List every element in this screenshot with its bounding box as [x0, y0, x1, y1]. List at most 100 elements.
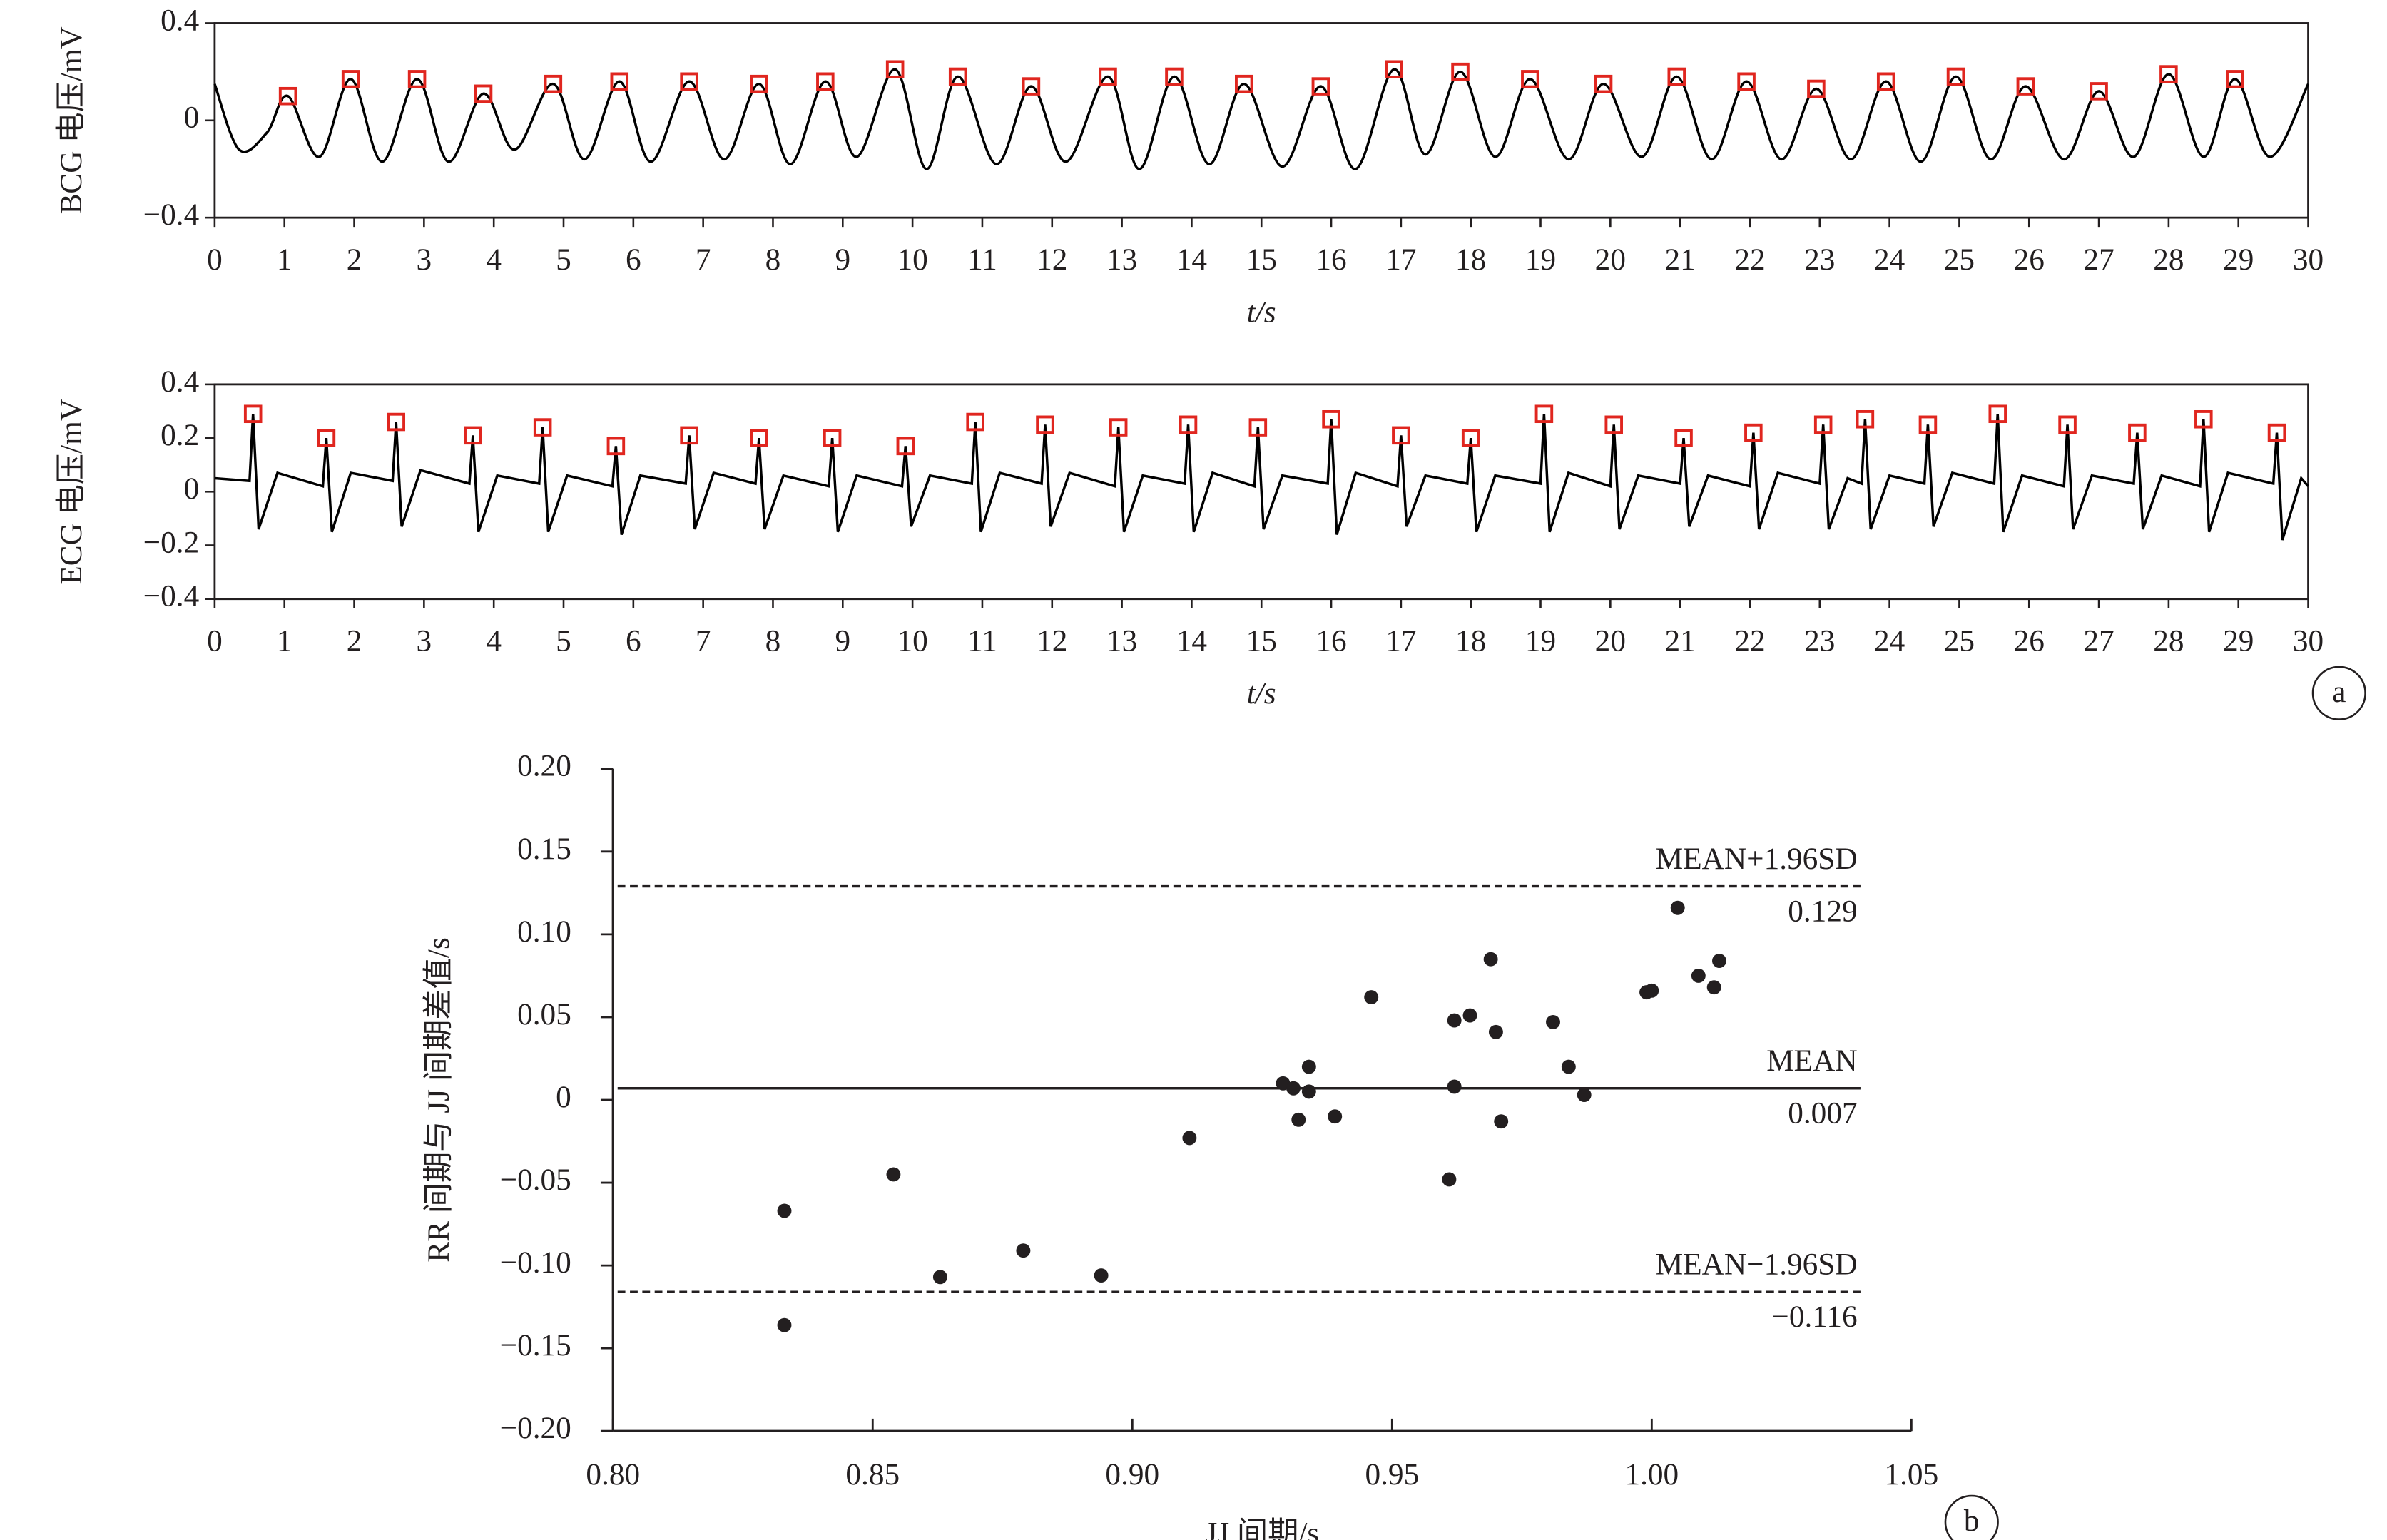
x-tick-label: 23	[1804, 623, 1835, 658]
x-axis-label: JJ 间期/s	[1205, 1516, 1319, 1540]
x-tick-label: 9	[835, 623, 850, 658]
x-tick-label: 27	[2083, 623, 2114, 658]
peak-marker	[1385, 60, 1403, 78]
x-tick-label: 24	[1874, 623, 1905, 658]
x-tick-label: 25	[1944, 243, 1975, 277]
data-point	[777, 1203, 792, 1218]
x-tick-label: 19	[1525, 243, 1556, 277]
x-tick-label: 23	[1804, 243, 1835, 277]
x-tick-label: 21	[1665, 243, 1696, 277]
peak-marker	[948, 67, 967, 86]
x-tick-label: 29	[2223, 623, 2254, 658]
peak-marker	[1856, 409, 1875, 429]
x-tick-label: 14	[1176, 623, 1207, 658]
x-tick-label: 6	[626, 243, 641, 277]
x-tick-label: 12	[1037, 243, 1067, 277]
x-tick-label: 18	[1455, 623, 1486, 658]
x-tick-label: 1.00	[1624, 1457, 1679, 1491]
x-tick-label: 0.80	[586, 1457, 640, 1491]
peak-marker	[1099, 67, 1117, 86]
y-tick-label: −0.4	[143, 579, 199, 613]
x-tick-label: 22	[1734, 243, 1765, 277]
peak-marker	[2194, 409, 2213, 429]
x-tick-label: 20	[1595, 243, 1626, 277]
y-axis-label: RR 间期与 JJ 间期差值/s	[422, 937, 456, 1263]
x-tick-label: 4	[486, 243, 502, 277]
x-tick-label: 26	[2014, 243, 2045, 277]
x-tick-label: 0	[207, 623, 223, 658]
y-tick-label: 0.2	[161, 418, 199, 452]
peak-marker	[1179, 415, 1198, 434]
y-tick-label: 0.05	[517, 997, 571, 1031]
x-tick-label: 13	[1106, 243, 1137, 277]
data-point	[1712, 954, 1726, 968]
y-tick-label: 0.4	[161, 364, 199, 399]
y-tick-label: 0.20	[517, 749, 571, 783]
y-tick-label: 0.4	[161, 3, 199, 37]
x-tick-label: 4	[486, 623, 502, 658]
y-tick-label: 0	[556, 1080, 571, 1114]
x-tick-label: 16	[1315, 623, 1346, 658]
x-tick-label: 17	[1385, 623, 1416, 658]
peak-marker	[1521, 70, 1539, 88]
data-point	[1462, 1008, 1477, 1023]
panel-label: b	[1964, 1504, 1980, 1538]
x-tick-label: 29	[2223, 243, 2254, 277]
panel-circle	[1944, 1494, 1999, 1540]
peak-marker	[885, 60, 905, 78]
x-tick-label: 8	[765, 243, 781, 277]
data-point	[1094, 1268, 1109, 1283]
x-tick-label: 21	[1665, 623, 1696, 658]
x-tick-label: 18	[1455, 243, 1486, 277]
data-point	[1016, 1243, 1031, 1258]
data-point	[1483, 952, 1498, 967]
peak-marker	[1235, 74, 1253, 93]
peak-marker	[966, 412, 984, 432]
x-tick-label: 30	[2293, 243, 2324, 277]
peak-marker	[1876, 72, 1895, 91]
peak-marker	[1022, 77, 1041, 96]
peak-marker	[317, 429, 336, 447]
peak-marker	[464, 426, 482, 445]
peak-marker	[1461, 429, 1480, 447]
peak-marker	[1807, 79, 1826, 98]
chart: 0 1 2 3 4 5 6 7 8 9 10 11 12 13 14 15 16 17 18 19 20 21 22 23 24…	[54, 3, 2324, 329]
x-axis-label: t/s	[1247, 676, 1276, 710]
panel-label-a: a	[2311, 666, 2366, 720]
peak-marker	[2128, 423, 2147, 442]
reference-name: MEAN	[1766, 1044, 1857, 1078]
signal-line	[213, 68, 2310, 170]
x-tick-label: 0.85	[845, 1457, 900, 1491]
peak-marker	[1737, 72, 1756, 91]
peak-marker	[2090, 82, 2108, 101]
peak-marker	[1451, 62, 1470, 81]
peak-marker	[1322, 409, 1340, 429]
peak-marker	[341, 70, 360, 88]
x-tick-label: 26	[2014, 623, 2045, 658]
data-point	[1488, 1024, 1503, 1039]
x-tick-label: 0.95	[1365, 1457, 1419, 1491]
peak-marker	[474, 84, 493, 103]
x-tick-label: 12	[1037, 623, 1067, 658]
data-point	[1301, 1059, 1316, 1074]
peak-marker	[823, 429, 842, 447]
x-tick-label: 14	[1176, 243, 1207, 277]
data-point	[1494, 1114, 1509, 1129]
reference-value: −0.116	[1771, 1300, 1857, 1334]
reference-value: 0.007	[1788, 1096, 1857, 1131]
chart: 0.80 0.85 0.90 0.95 1.00 1.05 −0.20 −0.15 −0.10 −…	[422, 749, 1938, 1540]
y-tick-label: −0.15	[500, 1328, 571, 1362]
peak-marker	[243, 404, 263, 424]
y-tick-label: −0.2	[143, 525, 199, 559]
x-tick-label: 8	[765, 623, 781, 658]
x-tick-label: 2	[347, 243, 362, 277]
x-tick-label: 28	[2153, 243, 2184, 277]
peak-marker	[610, 72, 629, 91]
x-tick-label: 10	[897, 243, 927, 277]
peak-marker	[680, 72, 698, 91]
x-tick-label: 3	[417, 623, 432, 658]
peak-marker	[1311, 77, 1330, 96]
x-tick-label: 0.90	[1105, 1457, 1159, 1491]
x-tick-label: 0	[207, 243, 223, 277]
